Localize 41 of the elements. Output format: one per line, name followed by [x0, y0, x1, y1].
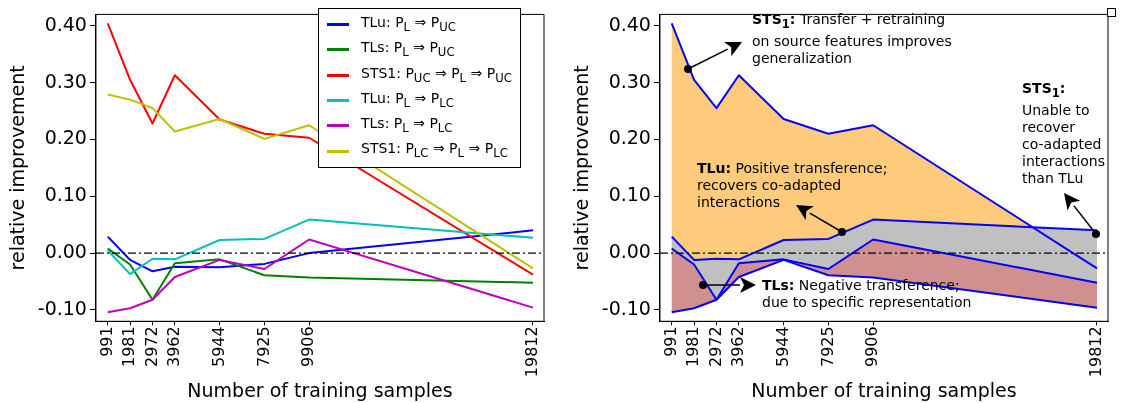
y-tick-label: 0.00 [44, 240, 87, 263]
y-tick-label: 0.20 [44, 126, 87, 149]
x-tick-label: 3962 [164, 326, 184, 368]
y-tick-label: -0.10 [601, 296, 651, 319]
x-tick-label: 19812 [1086, 326, 1106, 378]
legend-label: TLu: P$_{L}$ ⇒ P$_{LC}$ [361, 88, 454, 112]
legend-label: STS1: P$_{LC}$ ⇒ P$_{L}$ ⇒ P$_{LC}$ [361, 139, 508, 163]
y-tick-label: 0.00 [608, 240, 651, 263]
x-tick-label: 2972 [705, 326, 725, 368]
x-axis-title: Number of training samples [751, 378, 1017, 401]
legend-label: TLs: P$_{L}$ ⇒ P$_{UC}$ [361, 38, 455, 62]
x-tick-label: 9906 [298, 326, 318, 368]
x-tick-label: 7925 [817, 326, 837, 368]
x-tick-label: 1981 [119, 326, 139, 368]
x-tick-label: 2972 [141, 326, 161, 368]
x-tick-label: 5944 [772, 326, 792, 368]
text: STS$_{1}$: Transfer + retraining on source features improves generalization [752, 11, 952, 66]
x-tick-label: 19812 [522, 326, 542, 378]
x-tick-label: 7925 [253, 326, 273, 368]
y-tick-label: 0.10 [44, 183, 87, 206]
text: STS$_{1}$: Unable to recover co-adapted interactions than TLu [1022, 80, 1106, 186]
y-tick-label: 0.30 [608, 69, 651, 92]
y-tick-label: 0.40 [608, 12, 651, 35]
y-tick-label: 0.30 [44, 69, 87, 92]
y-axis-title: relative improvement [6, 65, 29, 271]
x-tick-label: 991 [96, 326, 116, 357]
y-tick-label: 0.40 [44, 12, 87, 35]
x-tick-label: 5944 [208, 326, 228, 368]
legend-label: TLu: P$_{L}$ ⇒ P$_{UC}$ [361, 13, 456, 36]
x-tick-label: 1981 [683, 326, 703, 368]
y-tick-label: 0.20 [608, 126, 651, 149]
y-tick-label: 0.10 [608, 183, 651, 206]
text: TLu: Positive transference; recovers co-adapted interactions [697, 160, 888, 210]
legend-label: TLs: P$_{L}$ ⇒ P$_{LC}$ [361, 114, 453, 137]
x-axis-title: Number of training samples [187, 378, 453, 401]
x-tick-label: 3962 [728, 326, 748, 368]
legend-label: STS1: P$_{UC}$ ⇒ P$_{L}$ ⇒ P$_{UC}$ [361, 63, 512, 87]
x-tick-label: 991 [660, 326, 680, 357]
y-axis-title: relative improvement [570, 65, 593, 271]
x-tick-label: 9906 [862, 326, 882, 368]
y-tick-label: -0.10 [37, 296, 87, 319]
